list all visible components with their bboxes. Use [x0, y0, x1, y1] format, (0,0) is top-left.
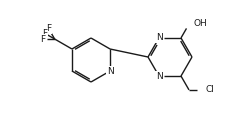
Text: F: F — [40, 34, 45, 44]
Text: N: N — [156, 72, 162, 81]
Text: F: F — [42, 29, 47, 37]
Text: N: N — [107, 66, 113, 76]
Text: N: N — [156, 33, 162, 42]
Text: F: F — [46, 24, 51, 33]
Text: OH: OH — [193, 19, 207, 28]
Text: Cl: Cl — [205, 85, 214, 94]
